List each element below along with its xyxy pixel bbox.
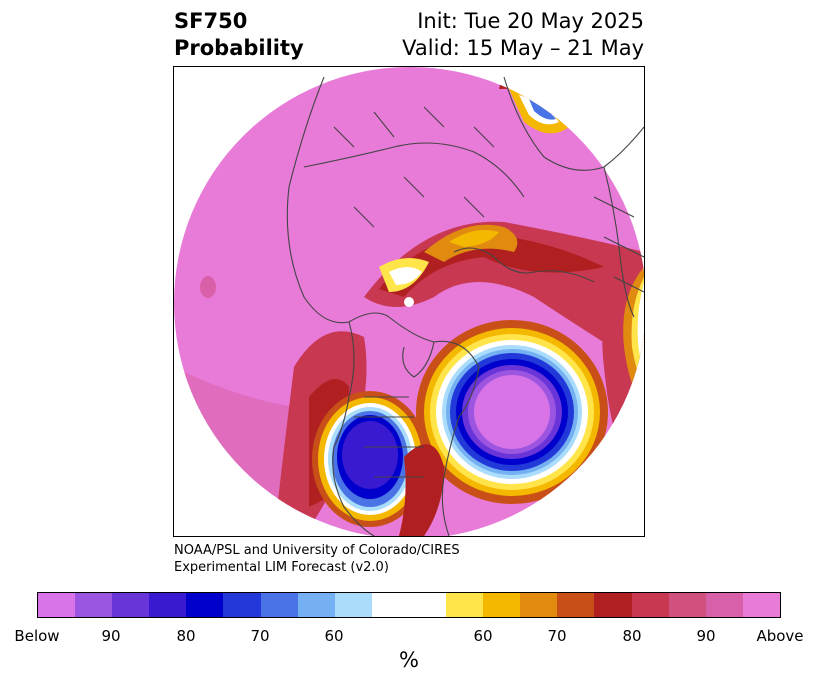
colorbar-below-segment [75, 593, 113, 617]
west-small-patch [200, 276, 216, 298]
coast-na-east [388, 316, 480, 537]
init-date: Init: Tue 20 May 2025 [417, 9, 644, 33]
cbar-tick-below: Below [14, 627, 60, 645]
title-right: Init: Tue 20 May 2025 Valid: 15 May – 21… [402, 8, 644, 62]
coast-greenland-arc [453, 247, 595, 283]
probability-field [174, 67, 644, 536]
cbar-tick-above-70: 70 [547, 627, 567, 645]
coast-europe-north [503, 76, 645, 171]
colorbar-below-segment [149, 593, 187, 617]
field-name: Probability [174, 36, 304, 60]
colorbar-below-segment [186, 593, 224, 617]
cbar-tick-above-80: 80 [622, 627, 642, 645]
colorbar-below-segment [38, 593, 76, 617]
colorbar-above-segment [483, 593, 521, 617]
coast-europe-west [603, 166, 635, 318]
arctic-band-yellow [449, 229, 499, 247]
cbar-tick-below-80: 80 [176, 627, 196, 645]
atl-core [474, 375, 550, 449]
cbar-tick-below-70: 70 [250, 627, 270, 645]
cbar-tick-above-90: 90 [696, 627, 716, 645]
coast-hudson-bay [402, 341, 435, 378]
colorbar-below-segment [260, 593, 298, 617]
borders-north-america [354, 396, 424, 478]
colorbar-above-segment [705, 593, 743, 617]
cbar-tick-above-60: 60 [473, 627, 493, 645]
ne-band-blue [529, 99, 556, 120]
colorbar [37, 592, 781, 618]
valid-range: Valid: 15 May – 21 May [402, 36, 644, 60]
coast-siberia [303, 142, 525, 198]
arctic-white-patch [389, 267, 422, 285]
credit-text: NOAA/PSL and University of Colorado/CIRE… [174, 542, 460, 576]
colorbar-above-segment [446, 593, 484, 617]
colorbar-neutral-segment [371, 593, 447, 617]
coastlines [286, 76, 645, 537]
title-left: SF750 Probability [174, 8, 304, 62]
cbar-tick-below-90: 90 [101, 627, 121, 645]
coast-na-west [332, 321, 375, 537]
credit-line-1: NOAA/PSL and University of Colorado/CIRE… [174, 543, 460, 558]
borders-europe [593, 196, 645, 293]
colorbar-above-segment [668, 593, 706, 617]
colorbar-above-segment [520, 593, 558, 617]
us-east-red [399, 444, 444, 536]
colorbar-unit: % [399, 648, 419, 672]
sw-core-indigo [342, 421, 398, 489]
colorbar-above-segment [594, 593, 632, 617]
borders-eurasia [333, 106, 495, 228]
colorbar-above-segment [742, 593, 780, 617]
variable-name: SF750 [174, 9, 248, 33]
colorbar-above-segment [557, 593, 595, 617]
colorbar-below-segment [112, 593, 150, 617]
colorbar-below-segment [297, 593, 335, 617]
colorbar-above-segment [631, 593, 669, 617]
colorbar-below-segment [334, 593, 372, 617]
colorbar-below-segment [223, 593, 261, 617]
coast-asia-east [286, 76, 390, 324]
pole-marker [404, 297, 414, 307]
map-canvas [174, 67, 645, 537]
cbar-tick-above: Above [756, 627, 804, 645]
forecast-map [173, 66, 645, 537]
credit-line-2: Experimental LIM Forecast (v2.0) [174, 560, 389, 575]
cbar-tick-below-60: 60 [324, 627, 344, 645]
